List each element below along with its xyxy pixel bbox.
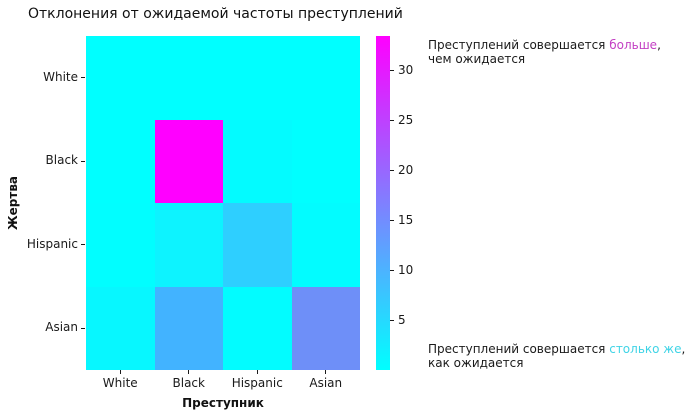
- colorbar-tick-mark: [390, 169, 394, 171]
- colorbar: [376, 36, 390, 370]
- heatmap-cell: [154, 286, 223, 370]
- colorbar-tick-label: 15: [398, 213, 414, 227]
- y-tick-mark: [81, 160, 85, 162]
- x-tick-mark: [256, 370, 258, 374]
- annotation-more: Преступлений совершается больше, чем ожи…: [428, 38, 696, 66]
- annotation-more-highlight: больше: [609, 38, 658, 52]
- colorbar-tick-mark: [390, 219, 394, 221]
- annotation-same: Преступлений совершается столько же, как…: [428, 342, 696, 370]
- y-tick-label: Asian: [45, 320, 78, 335]
- heatmap-cell: [86, 119, 155, 203]
- heatmap-cell: [154, 119, 223, 203]
- colorbar-tick-mark: [390, 269, 394, 271]
- colorbar-tick-label: 25: [398, 113, 414, 127]
- colorbar-tick-label: 5: [398, 313, 406, 327]
- x-axis-title: Преступник: [182, 396, 264, 410]
- x-tick-label: Asian: [309, 376, 343, 390]
- x-tick-mark: [188, 370, 190, 374]
- y-tick-mark: [81, 77, 85, 79]
- annotation-more-suffix: ,: [657, 38, 661, 52]
- y-tick-label: White: [43, 69, 78, 84]
- x-tick-mark: [325, 370, 327, 374]
- heatmap-cell: [291, 119, 360, 203]
- annotation-same-suffix: ,: [681, 342, 686, 356]
- colorbar-tick-mark: [390, 69, 394, 71]
- heatmap-cell: [86, 286, 155, 370]
- x-tick-mark: [119, 370, 121, 374]
- x-tick-label: White: [102, 376, 138, 390]
- y-tick-mark: [81, 327, 85, 329]
- colorbar-tick-mark: [390, 319, 394, 321]
- heatmap-cell: [291, 203, 360, 287]
- annotation-same-highlight: столько же: [609, 342, 682, 356]
- annotation-same-prefix: Преступлений совершается: [428, 342, 610, 356]
- heatmap-cell: [291, 36, 360, 120]
- annotation-more-line2: чем ожидается: [428, 52, 526, 66]
- annotation-more-prefix: Преступлений совершается: [428, 38, 610, 52]
- heatmap-cell: [154, 36, 223, 120]
- heatmap-cell: [154, 203, 223, 287]
- colorbar-tick-mark: [390, 119, 394, 121]
- x-tick-label: Black: [172, 376, 205, 390]
- heatmap-cell: [86, 36, 155, 120]
- x-tick-label: Hispanic: [231, 376, 283, 390]
- heatmap-cell: [223, 286, 292, 370]
- annotation-same-line2: как ожидается: [428, 356, 524, 370]
- y-tick-label: Black: [45, 153, 78, 168]
- colorbar-tick-label: 20: [398, 163, 414, 177]
- colorbar-tick-label: 10: [398, 263, 414, 277]
- heatmap-cell: [223, 119, 292, 203]
- heatmap-cell: [223, 203, 292, 287]
- heatmap-cell: [223, 36, 292, 120]
- y-tick-label: Hispanic: [26, 236, 78, 251]
- y-tick-mark: [81, 244, 85, 246]
- y-axis-title: Жертва: [6, 175, 20, 231]
- heatmap-cell: [86, 203, 155, 287]
- heatmap: [86, 36, 360, 370]
- colorbar-tick-label: 30: [398, 63, 414, 77]
- chart-title: Отклонения от ожидаемой частоты преступл…: [28, 6, 403, 22]
- heatmap-cell: [291, 286, 360, 370]
